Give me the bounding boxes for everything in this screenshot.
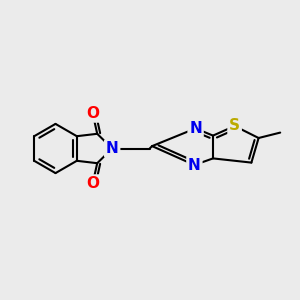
Text: N: N (189, 121, 202, 136)
Text: O: O (86, 176, 99, 191)
Text: N: N (188, 158, 201, 172)
Text: S: S (229, 118, 240, 134)
Text: O: O (86, 106, 99, 121)
Text: N: N (106, 141, 118, 156)
